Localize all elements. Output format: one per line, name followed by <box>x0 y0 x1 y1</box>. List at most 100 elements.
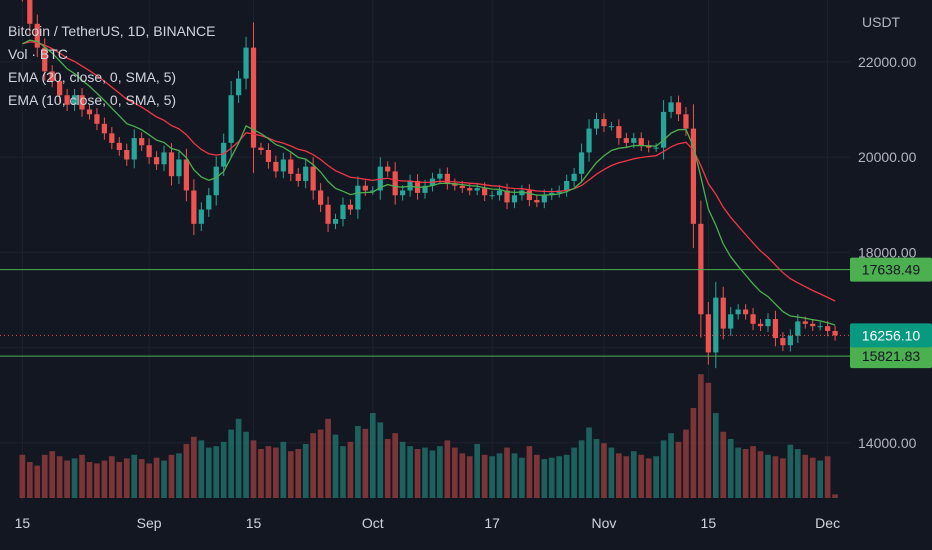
candle-body-49 <box>385 166 391 172</box>
candle-body-22 <box>183 159 190 191</box>
volume-bar-58 <box>451 447 458 498</box>
legend-volume[interactable]: Vol · BTC <box>8 46 68 62</box>
candle-body-43 <box>340 204 346 220</box>
ema-20-line <box>22 41 836 302</box>
candle-73 <box>564 174 570 197</box>
candle-body-18 <box>153 157 160 165</box>
volume-bar-94 <box>720 431 727 498</box>
candle-body-40 <box>318 190 324 205</box>
candle-body-63 <box>489 195 495 197</box>
candle-body-108 <box>825 326 831 331</box>
volume-bar-42 <box>332 434 339 498</box>
volume-bar-43 <box>340 446 346 498</box>
candle-body-96 <box>735 309 741 315</box>
volume-bar-87 <box>668 433 674 498</box>
volume-bar-79 <box>608 447 615 498</box>
candle-34 <box>273 155 279 178</box>
volume-bar-3 <box>41 454 48 498</box>
volume-bar-78 <box>601 443 607 498</box>
volume-bar-81 <box>623 456 630 498</box>
volume-bar-91 <box>698 374 704 498</box>
candle-body-81 <box>623 138 629 143</box>
candle-body-64 <box>496 190 503 196</box>
volume-bar-60 <box>466 456 473 498</box>
candle-74 <box>571 168 577 187</box>
candle-5 <box>57 73 63 103</box>
volume-bar-66 <box>511 453 518 498</box>
candle-91 <box>698 200 704 338</box>
candle-body-102 <box>780 338 786 346</box>
candle-body-9 <box>86 109 93 115</box>
volume-bar-88 <box>675 441 682 498</box>
date-tick-label-2: 15 <box>246 515 262 531</box>
legend-symbol[interactable]: Bitcoin / TetherUS, 1D, BINANCE <box>8 23 216 39</box>
candle-104 <box>795 314 801 343</box>
volume-bar-57 <box>444 440 451 498</box>
candle-body-58 <box>452 183 458 186</box>
volume-bar-93 <box>712 413 719 498</box>
candle-body-42 <box>332 219 339 224</box>
candle-44 <box>347 199 354 215</box>
candle-body-44 <box>347 204 354 210</box>
candle-102 <box>780 332 786 352</box>
candle-body-13 <box>116 142 122 150</box>
candle-97 <box>743 304 749 320</box>
candle-13 <box>116 137 122 156</box>
candle-69 <box>534 195 540 208</box>
candle-76 <box>586 119 592 162</box>
volume-bar-31 <box>250 440 257 498</box>
candle-body-62 <box>482 188 488 196</box>
candle-body-105 <box>802 321 808 324</box>
candle-16 <box>139 132 145 152</box>
candle-body-95 <box>728 314 734 329</box>
volume-bar-48 <box>377 422 384 498</box>
volume-bar-7 <box>71 458 78 498</box>
candle-79 <box>608 121 615 131</box>
volume-bar-24 <box>198 440 205 498</box>
volume-bar-50 <box>392 433 399 498</box>
volume-bar-72 <box>556 456 563 498</box>
candle-28 <box>228 80 234 158</box>
volume-bar-26 <box>213 446 220 498</box>
volume-bar-84 <box>645 458 652 498</box>
volume-bar-52 <box>407 446 413 498</box>
volume-bar-46 <box>362 428 369 498</box>
candle-67 <box>519 185 525 201</box>
candle-29 <box>235 70 242 104</box>
level-tag-upper: 17638.49 <box>850 257 932 282</box>
volume-bar-102 <box>780 458 786 498</box>
horizontal-levels[interactable] <box>0 269 932 357</box>
legend-ema-20[interactable]: EMA (20, close, 0, SMA, 5) <box>8 69 177 85</box>
ema-10-line <box>22 39 836 326</box>
candle-88 <box>675 95 682 122</box>
time-axis[interactable]: 15 Sep 15 Oct 17 Nov 15 Dec <box>15 515 841 531</box>
volume-bar-47 <box>369 413 376 498</box>
volume-bar-67 <box>519 457 525 498</box>
candle-body-36 <box>288 159 294 174</box>
candle-11 <box>101 117 107 140</box>
candle-body-7 <box>71 95 78 105</box>
candle-94 <box>720 286 726 340</box>
candle-body-107 <box>817 326 823 328</box>
candle-17 <box>146 138 152 164</box>
candle-24 <box>198 202 204 232</box>
volume-bar-16 <box>138 459 145 498</box>
candle-body-38 <box>303 166 309 181</box>
date-tick-label-1: Sep <box>137 515 162 531</box>
volume-bar-68 <box>526 446 533 498</box>
volume-bar-54 <box>422 447 428 498</box>
candle-body-98 <box>750 314 756 324</box>
candle-body-51 <box>400 190 406 196</box>
volume-bar-98 <box>750 446 756 498</box>
grid-lines <box>0 0 850 500</box>
price-axis[interactable]: USDT 14000.00 18000.00 20000.00 22000.00 <box>858 14 917 451</box>
candle-32 <box>258 142 264 155</box>
candle-body-26 <box>213 166 219 196</box>
volume-bar-28 <box>228 429 234 498</box>
candle-96 <box>735 304 741 320</box>
volume-bar-39 <box>310 433 316 498</box>
volume-bar-44 <box>347 441 354 498</box>
candle-body-70 <box>541 195 547 203</box>
legend-ema-10[interactable]: EMA (10, close, 0, SMA, 5) <box>8 92 177 108</box>
